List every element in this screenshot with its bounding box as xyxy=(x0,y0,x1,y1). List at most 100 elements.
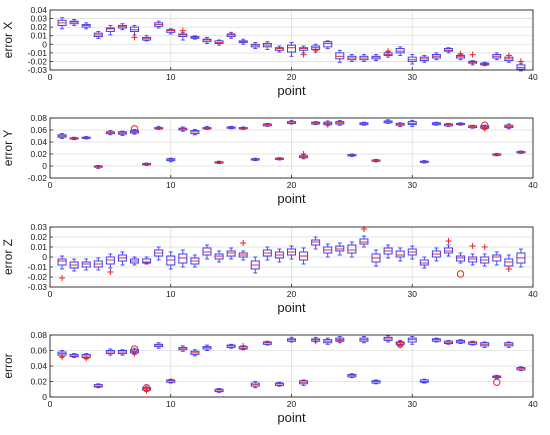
y-tick-label: -0.01 xyxy=(28,48,48,58)
box-17 xyxy=(250,381,260,389)
box-27 xyxy=(371,158,381,163)
box-16 xyxy=(238,126,248,130)
y-tick-label: 0.02 xyxy=(30,377,47,387)
box-24 xyxy=(335,119,345,126)
box-39 xyxy=(516,248,526,268)
outlier-plus xyxy=(59,275,66,281)
box-body xyxy=(142,258,152,264)
box-36 xyxy=(480,341,490,348)
box-30 xyxy=(407,54,417,65)
box-31 xyxy=(419,160,429,164)
box-12 xyxy=(190,254,200,268)
box-15 xyxy=(226,343,236,349)
y-tick-label: 0.06 xyxy=(30,346,47,356)
outlier-plus xyxy=(445,238,452,244)
box-39 xyxy=(516,150,526,154)
x-tick-label: 0 xyxy=(48,399,53,409)
box-33 xyxy=(443,244,453,257)
axes-frame xyxy=(49,117,534,179)
x-tick-label: 0 xyxy=(48,180,53,190)
x-tick-label: 10 xyxy=(166,180,176,190)
outlier-plus xyxy=(107,269,114,275)
x-tick-label: 20 xyxy=(287,289,297,299)
box-27 xyxy=(371,379,381,385)
box-26 xyxy=(359,121,369,126)
box-28 xyxy=(383,244,393,259)
x-tick-label: 10 xyxy=(166,72,176,82)
box-7 xyxy=(130,24,140,36)
box-14 xyxy=(214,388,224,393)
y-tick-label: 0 xyxy=(42,392,47,402)
box-15 xyxy=(226,31,236,39)
box-20 xyxy=(287,336,296,343)
box-29 xyxy=(395,247,405,262)
x-axis-label: point xyxy=(277,191,306,206)
box-7 xyxy=(130,256,140,266)
box-11 xyxy=(178,345,188,352)
x-tick-label: 30 xyxy=(408,72,418,82)
box-3 xyxy=(81,136,91,140)
box-9 xyxy=(154,20,164,29)
outlier-plus xyxy=(505,266,512,272)
box-2 xyxy=(69,353,79,358)
box-27 xyxy=(371,54,381,62)
box-10 xyxy=(166,251,176,270)
box-33 xyxy=(443,122,453,127)
box-11 xyxy=(178,126,188,132)
axes-frame xyxy=(49,226,534,288)
y-tick-label: 0 xyxy=(42,252,47,262)
box-14 xyxy=(214,160,224,165)
outlier-plus xyxy=(505,52,512,59)
box-22 xyxy=(311,236,321,250)
box-5 xyxy=(105,348,115,356)
y-tick-label: 0.04 xyxy=(30,137,47,147)
outlier-plus xyxy=(240,240,247,246)
x-tick-label: 30 xyxy=(408,399,418,409)
outlier-plus xyxy=(83,355,90,362)
box-body xyxy=(57,258,67,266)
outlier-circle xyxy=(142,384,151,392)
box-38 xyxy=(504,123,514,130)
outlier-circle xyxy=(456,270,465,278)
y-tick-label: 0.08 xyxy=(30,330,47,340)
outlier-plus xyxy=(517,58,524,65)
x-tick-label: 20 xyxy=(287,72,297,82)
x-axis-label: point xyxy=(277,410,306,425)
box-32 xyxy=(431,52,441,61)
y-tick-label: 0.03 xyxy=(30,222,47,232)
box-19 xyxy=(274,45,284,53)
box-23 xyxy=(323,40,333,50)
outlier-plus xyxy=(336,337,343,344)
box-31 xyxy=(419,54,429,63)
outlier-circle xyxy=(493,378,501,386)
box-2 xyxy=(69,18,79,26)
box-26 xyxy=(359,54,369,62)
outlier-circle xyxy=(130,125,139,133)
box-34 xyxy=(456,252,466,264)
box-37 xyxy=(492,374,502,379)
outlier-circle xyxy=(481,121,489,129)
box-30 xyxy=(407,119,417,127)
outlier-plus xyxy=(385,48,392,55)
box-14 xyxy=(214,250,224,263)
box-1 xyxy=(57,17,67,30)
box-17 xyxy=(250,256,260,274)
box-33 xyxy=(443,47,453,54)
box-37 xyxy=(492,152,502,157)
box-12 xyxy=(190,35,200,40)
y-tick-label: 0.04 xyxy=(30,361,47,371)
box-body xyxy=(287,44,296,53)
x-tick-label: 40 xyxy=(528,180,538,190)
axes-frame xyxy=(49,9,534,71)
x-tick-label: 40 xyxy=(528,72,538,82)
box-37 xyxy=(492,52,502,61)
box-13 xyxy=(202,344,212,351)
box-30 xyxy=(407,245,417,260)
box-10 xyxy=(166,28,176,35)
box-31 xyxy=(419,378,429,384)
box-16 xyxy=(238,38,248,45)
box-22 xyxy=(311,121,321,126)
